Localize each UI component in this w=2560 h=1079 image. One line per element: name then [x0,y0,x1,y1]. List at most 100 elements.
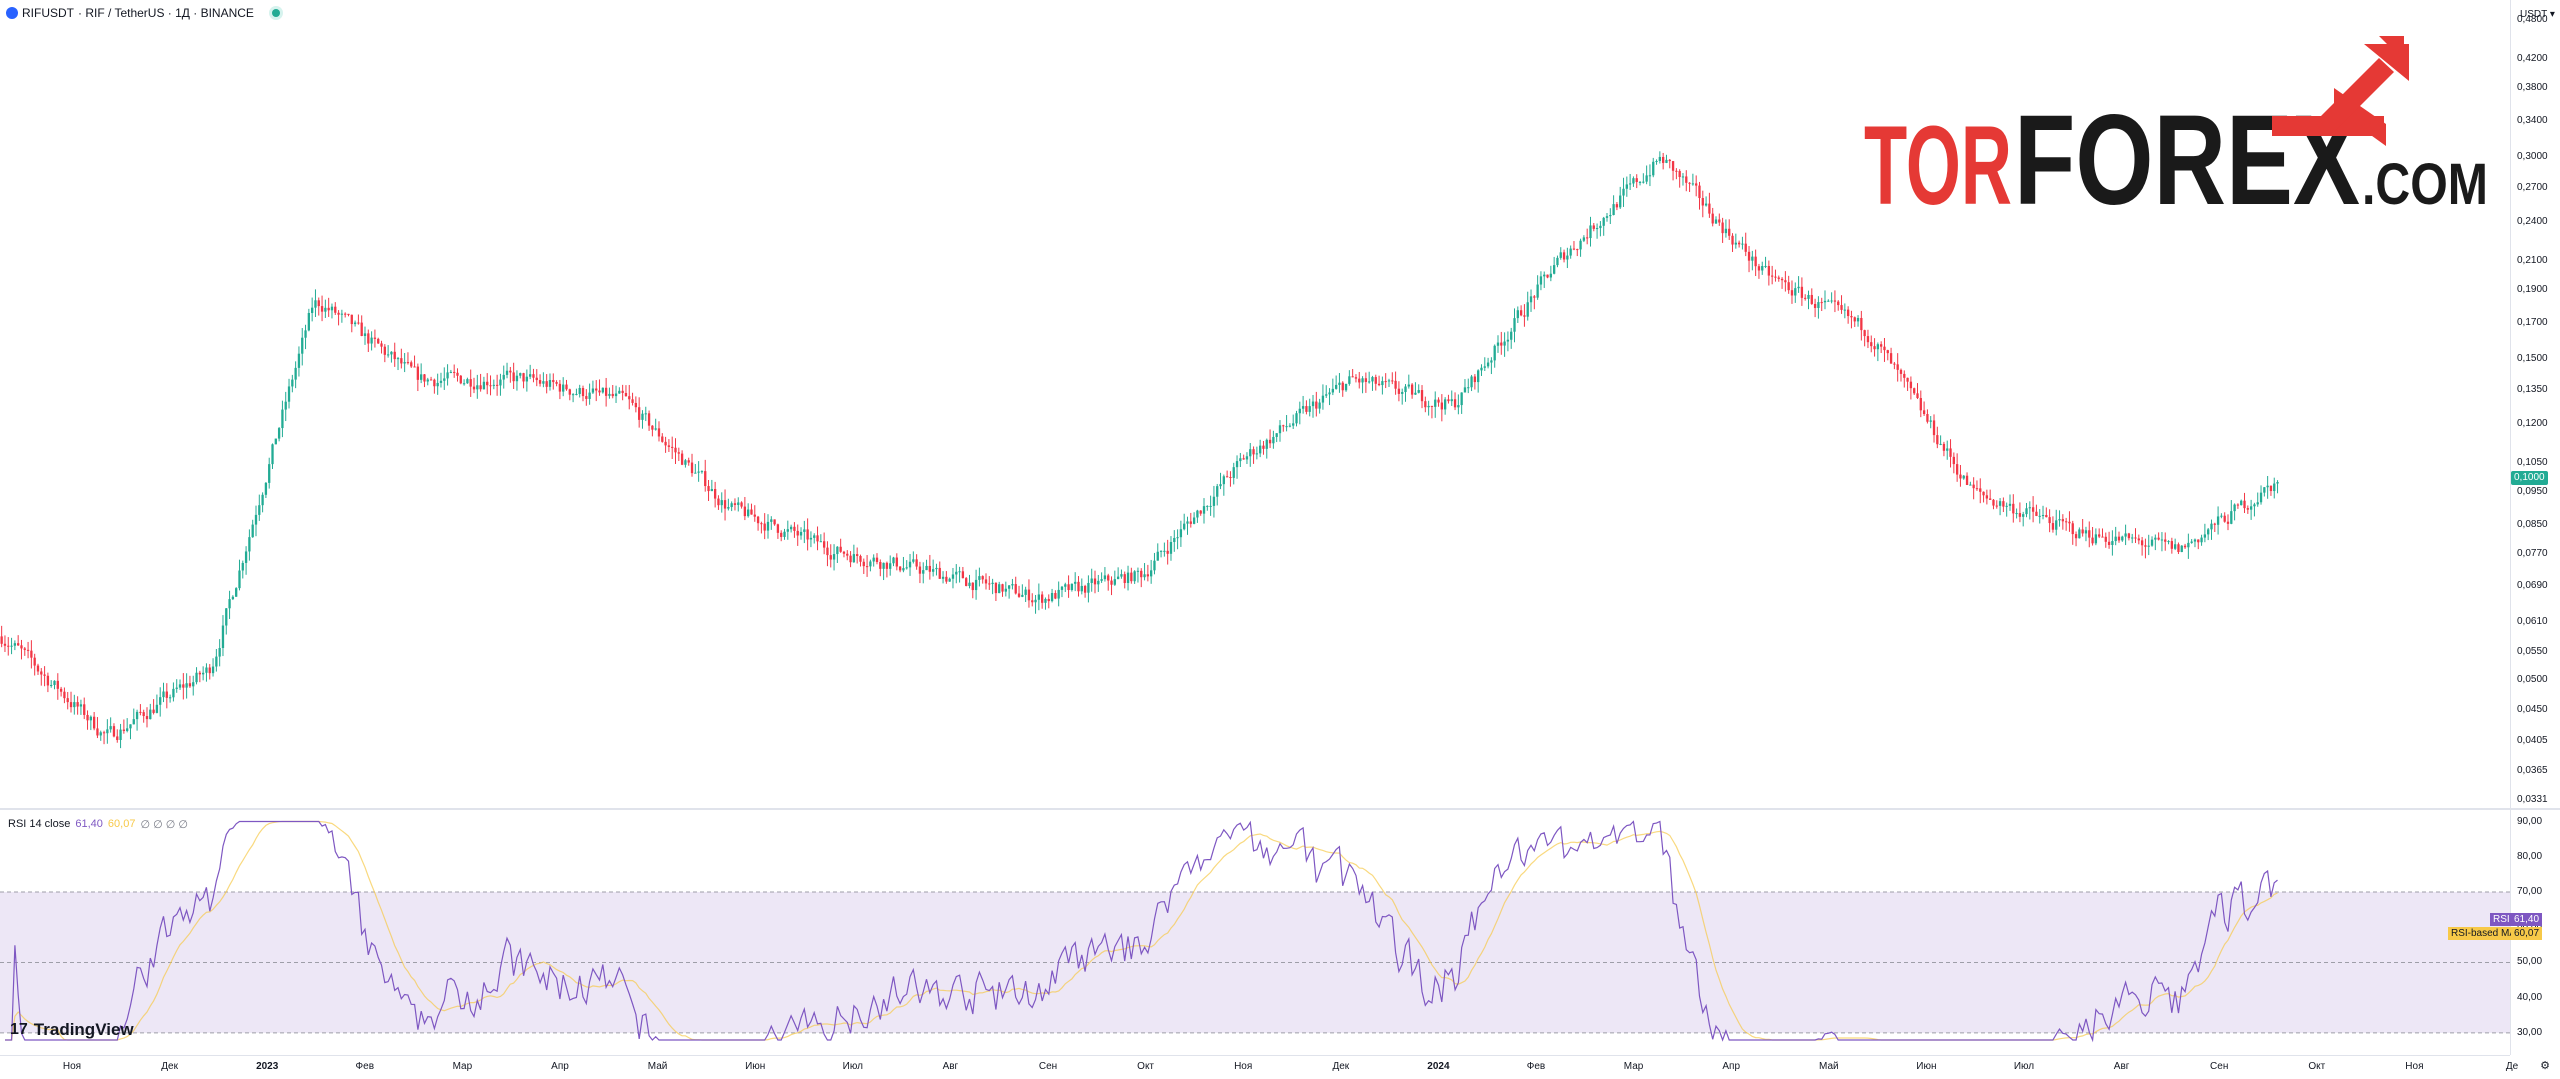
candle-body [2190,541,2193,543]
candle-body [1543,274,1546,277]
candle-body [1539,276,1543,285]
candle-body [1853,317,1856,322]
candle-body [1566,255,1569,260]
candle-body [1552,265,1556,274]
candle-body [1711,213,1714,224]
candle-body [1199,510,1202,514]
candle-body [1972,484,1975,489]
candle-body [357,322,360,324]
logo-com: .COM [2362,152,2488,212]
candle-body [558,383,562,392]
candle-body [1417,390,1420,393]
candle-body [201,672,205,675]
candle-body [486,381,489,386]
candle-body [773,519,776,525]
price-chart[interactable] [0,0,2510,808]
candle-body [1083,585,1087,593]
candle-body [340,313,344,315]
candle-body [1410,384,1414,395]
candle-body [2207,529,2210,535]
candle-body [1632,178,1635,184]
candle-body [1549,273,1553,278]
candle-body [2002,501,2005,507]
candle-body [320,306,324,312]
candle-body [188,683,192,687]
candle-body [1136,570,1140,572]
candle-body [1361,378,1364,383]
candle-body [2173,544,2177,549]
time-axis[interactable]: Ноя Дек 2023 Фев Мар Апр Май Июн Июл Авг Сен Окт Ноя… [0,1055,2518,1079]
time-tick-label: Ноя [2405,1061,2424,1072]
rsi-chart[interactable] [0,810,2510,1055]
candle-body [1493,345,1496,361]
candle-body [327,307,330,311]
candle-body [53,680,56,685]
candle-body [1605,216,1609,218]
time-tick-label: 2023 [256,1061,279,1072]
candle-body [2055,520,2058,530]
candle-body [231,596,235,600]
candle-body [618,390,621,394]
price-axis[interactable]: 0,4800 0,4200 0,3800 0,3400 0,3000 0,2700 0,24… [2510,0,2560,808]
candle-body [548,380,552,387]
rsi-legend[interactable]: RSI 14 close 61,40 60,07 ∅ ∅ ∅ ∅ [8,818,188,831]
candle-body [931,569,935,572]
candle-body [1285,426,1288,428]
candle-body [1546,274,1549,278]
candle-body [585,396,588,399]
candle-body [353,322,357,325]
candle-body [2022,514,2025,517]
candle-body [1774,276,1777,278]
price-tick-label: 0,0950 [2517,486,2548,498]
candle-body [251,524,254,538]
candle-body [1880,344,1883,347]
candle-body [1843,309,1846,311]
candle-body [1067,584,1070,591]
candle-body [1212,496,1216,506]
candle-body [1979,488,1982,492]
candle-body [2005,505,2008,507]
candle-body [2091,537,2094,544]
candle-body [1685,176,1688,183]
candle-body [671,446,674,448]
candle-body [1166,550,1169,554]
candle-body [789,526,793,530]
pane-divider[interactable] [0,808,2560,810]
candle-body [1856,317,1860,322]
candle-body [651,425,654,430]
candle-body [1754,256,1757,267]
candle-body [902,568,905,571]
candle-body [1913,388,1916,394]
candle-body [809,537,813,540]
rsi-tick-label: 70,00 [2517,885,2543,897]
candle-body [938,567,941,579]
candle-body [2117,536,2121,541]
candle-body [783,531,786,537]
candle-body [922,570,925,574]
candle-body [968,582,971,586]
candle-body [1259,445,1262,454]
candle-body [1225,476,1229,478]
candle-body [1698,185,1701,199]
candle-body [799,531,803,536]
candle-body [2240,500,2243,506]
candle-body [552,380,555,383]
settings-icon[interactable]: ⚙ [2540,1060,2550,1072]
candle-body [978,576,981,580]
candle-body [2008,503,2012,506]
candle-body [2154,537,2157,540]
candle-body [370,337,373,344]
currency-selector[interactable]: USDT ▾ [2520,9,2555,20]
candle-body [770,519,773,522]
symbol-legend[interactable]: RIFUSDT · RIF / TetherUS · 1Д · BINANCE [6,6,280,20]
candle-body [1737,242,1741,245]
tradingview-logo[interactable]: 17 TradingView [10,1020,134,1040]
candle-body [1899,369,1903,374]
candle-body [2078,529,2081,539]
candle-body [1394,380,1397,389]
candle-body [314,300,317,308]
candle-body [1255,453,1259,455]
candle-body [2226,521,2230,524]
candle-body [1080,585,1083,592]
candle-body [1364,378,1368,382]
